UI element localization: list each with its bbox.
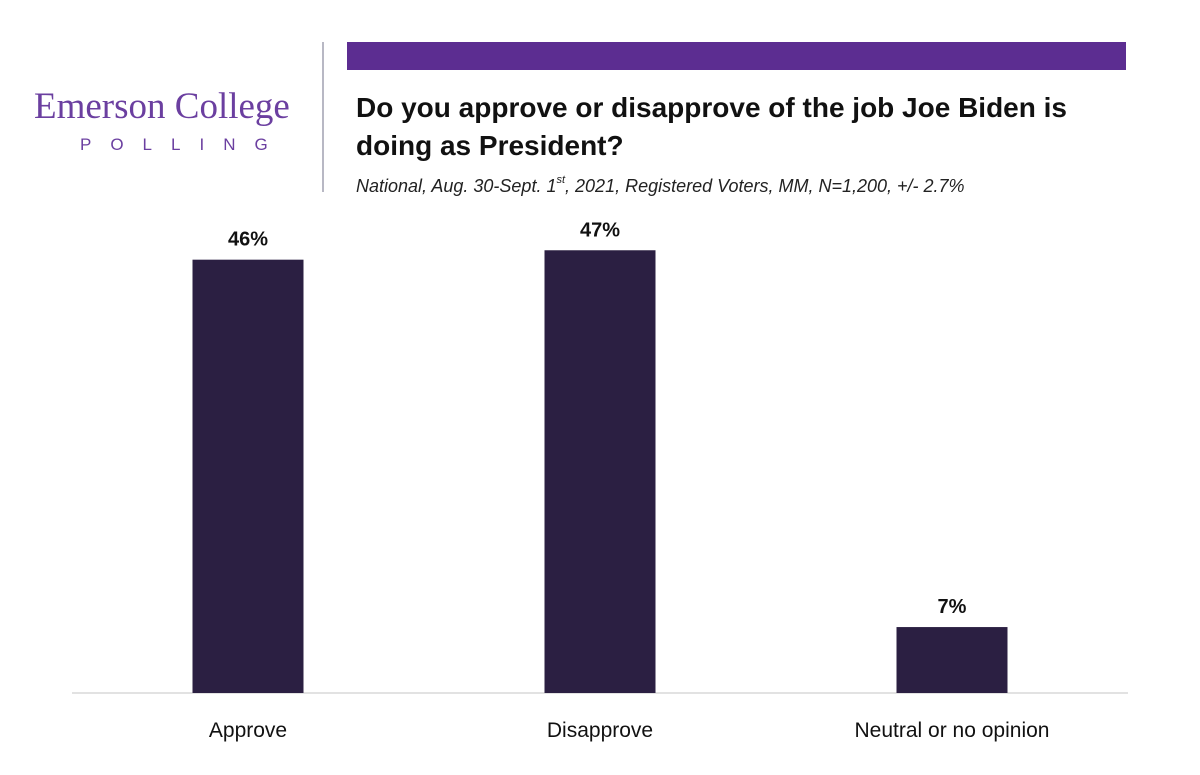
bar-value-label: 46% bbox=[228, 229, 268, 251]
bar-value-label: 47% bbox=[580, 219, 620, 241]
logo-name: Emerson College bbox=[34, 86, 290, 127]
header-divider bbox=[322, 42, 324, 192]
bar-approve bbox=[192, 259, 304, 693]
x-tick-label: Disapprove bbox=[547, 719, 653, 742]
subtitle-text: National, Aug. 30-Sept. 1 bbox=[356, 176, 557, 196]
logo-subtitle: POLLING bbox=[80, 135, 287, 154]
subtitle-text-rest: , 2021, Registered Voters, MM, N=1,200, … bbox=[565, 176, 965, 196]
chart-subtitle: National, Aug. 30-Sept. 1st, 2021, Regis… bbox=[356, 174, 1156, 197]
x-tick-label: Neutral or no opinion bbox=[855, 719, 1050, 742]
bar-disapprove bbox=[544, 250, 656, 693]
bar-neutral-or-no-opinion bbox=[896, 627, 1008, 693]
bar-value-label: 7% bbox=[938, 596, 967, 618]
header-color-band bbox=[347, 42, 1126, 70]
emerson-college-polling-logo: Emerson College POLLING bbox=[34, 88, 298, 155]
chart-title: Do you approve or disapprove of the job … bbox=[356, 92, 1067, 161]
bars-group: 46% Approve 47% Disapprove 7% Neutral or no o… bbox=[192, 219, 1050, 742]
x-tick-label: Approve bbox=[209, 719, 287, 742]
subtitle-superscript: st bbox=[556, 174, 566, 186]
